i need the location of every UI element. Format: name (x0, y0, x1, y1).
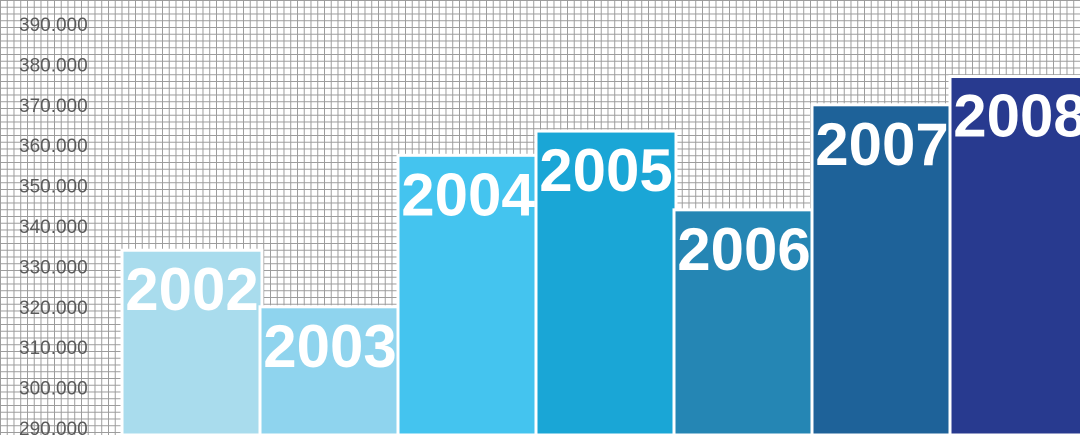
bar-label-2007: 2007 (815, 111, 948, 178)
bar-2003 (258, 305, 402, 435)
bar-2006 (672, 208, 816, 435)
y-tick-label: 360.000 (19, 136, 88, 157)
bar-2005 (534, 129, 678, 435)
bar-2008 (948, 75, 1080, 435)
y-tick-label: 310.000 (19, 338, 88, 359)
y-tick-label: 340.000 (19, 217, 88, 238)
bar-label-2008: 2008 (953, 83, 1080, 150)
y-tick-label: 330.000 (19, 257, 88, 278)
bar-label-2005: 2005 (539, 137, 672, 204)
bar-2007 (810, 103, 954, 435)
y-tick-label: 390.000 (19, 15, 88, 36)
y-tick-label: 350.000 (19, 177, 88, 198)
y-tick-label: 320.000 (19, 298, 88, 319)
y-tick-label: 290.000 (19, 419, 88, 435)
y-tick-label: 380.000 (19, 55, 88, 76)
bar-label-2006: 2006 (677, 216, 810, 283)
bar-label-2002: 2002 (125, 256, 258, 323)
bar-2002 (120, 248, 264, 435)
bar-2004 (396, 153, 540, 435)
y-tick-label: 370.000 (19, 96, 88, 117)
bar-label-2003: 2003 (263, 313, 396, 380)
bar-label-2004: 2004 (401, 161, 535, 228)
y-tick-label: 300.000 (19, 379, 88, 400)
y-axis: 290.000 300.000 310.000 320.000 330.000 340.0… (19, 15, 88, 435)
